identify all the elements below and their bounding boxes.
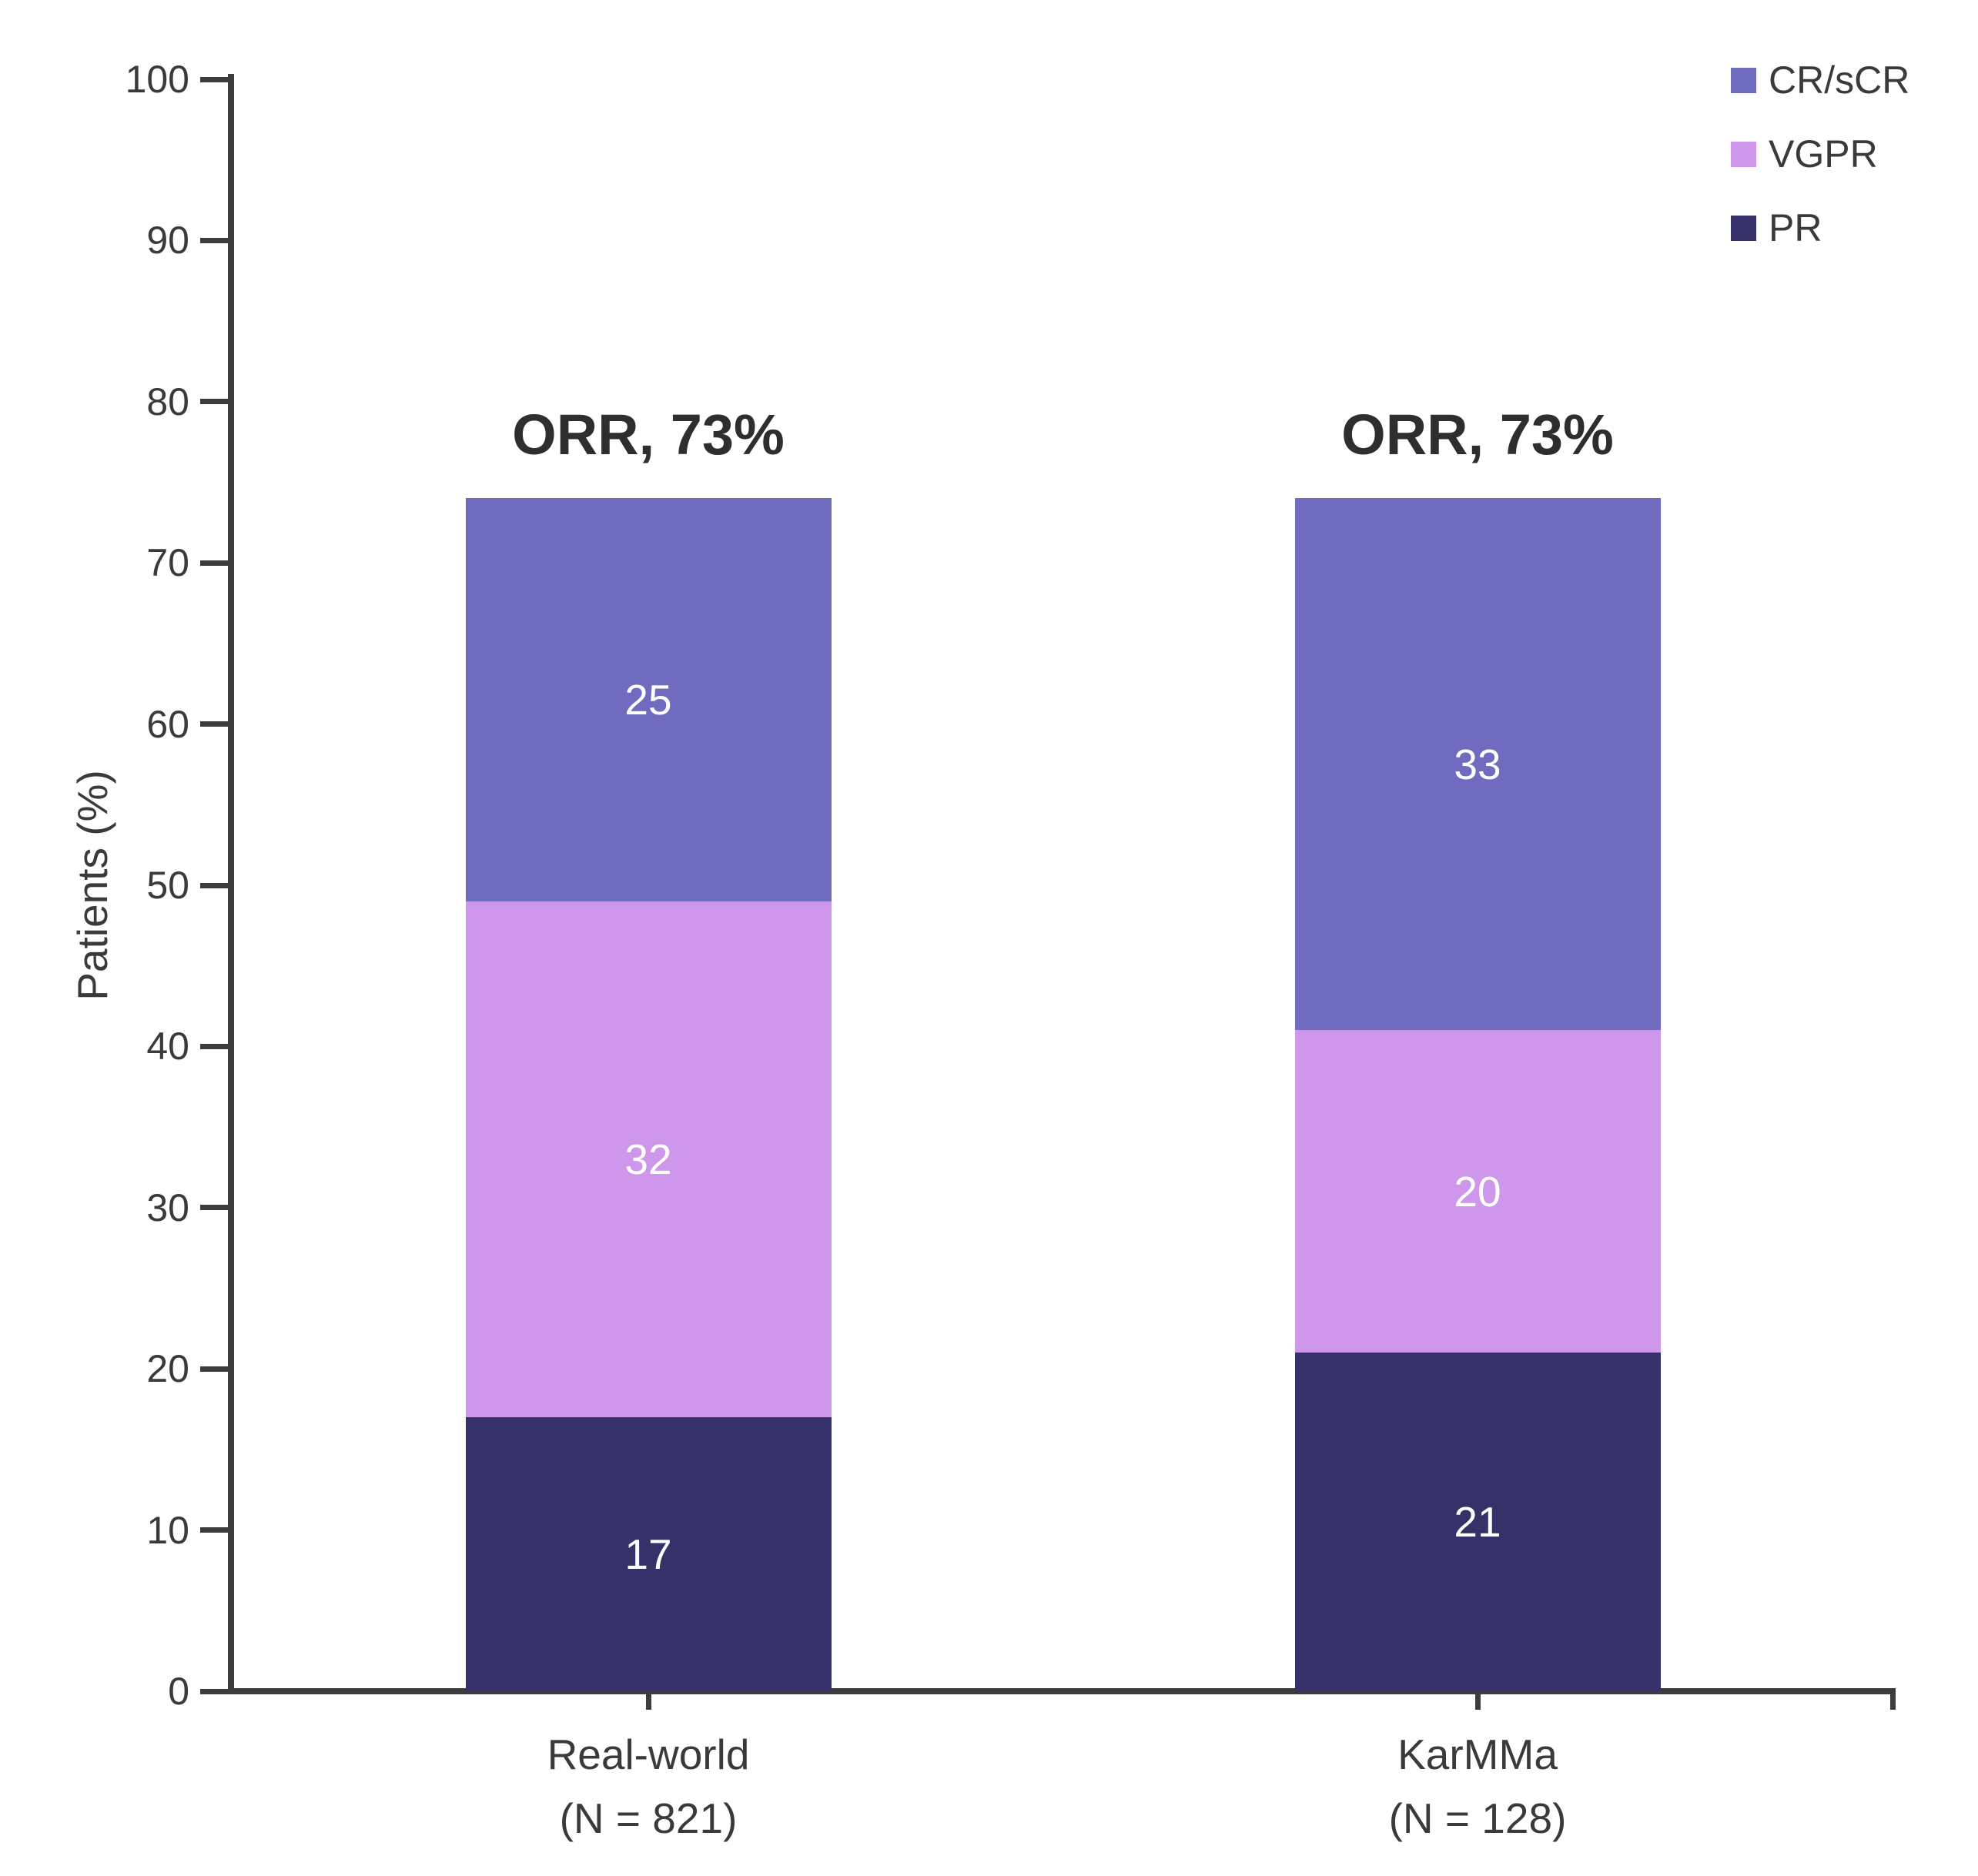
legend-swatch-icon: [1731, 141, 1756, 167]
x-axis-line: [228, 1688, 1896, 1694]
x-category-name: KarMMa: [1397, 1731, 1558, 1778]
segment-value-label: 17: [624, 1530, 672, 1578]
y-tick-mark: [200, 1205, 228, 1211]
segment-value-label: 32: [624, 1135, 672, 1183]
y-tick-label: 70: [146, 541, 189, 585]
segment-pr: 17: [465, 1417, 832, 1691]
legend-label: CR/sCR: [1769, 59, 1910, 102]
legend-label: VGPR: [1769, 132, 1878, 176]
legend-swatch-icon: [1731, 215, 1756, 241]
y-tick-mark: [200, 1043, 228, 1049]
y-tick-label: 50: [146, 864, 189, 907]
x-category-n: (N = 821): [559, 1794, 738, 1842]
y-tick-label: 40: [146, 1025, 189, 1068]
y-tick-mark: [200, 237, 228, 243]
segment-vgpr: 20: [1294, 1030, 1661, 1353]
y-axis-line: [228, 74, 234, 1694]
x-tick-mark: [645, 1694, 651, 1710]
segment-value-label: 21: [1454, 1498, 1501, 1547]
y-tick-mark: [200, 1527, 228, 1533]
y-tick-mark: [200, 882, 228, 888]
bar-karmma: 21 20 33: [1294, 0, 1661, 1691]
segment-value-label: 33: [1454, 740, 1501, 788]
y-tick-label: 90: [146, 219, 189, 263]
y-tick-mark: [200, 560, 228, 566]
legend-item-cr-scr: CR/sCR: [1731, 59, 1910, 102]
x-category-label: KarMMa (N = 128): [1208, 1723, 1747, 1850]
y-tick-label: 20: [146, 1347, 189, 1391]
legend-item-vgpr: VGPR: [1731, 132, 1909, 176]
y-tick-label: 100: [125, 58, 189, 101]
segment-vgpr: 32: [465, 901, 832, 1418]
y-tick-label: 0: [168, 1670, 189, 1713]
segment-pr: 21: [1294, 1353, 1661, 1691]
segment-value-label: 20: [1454, 1167, 1501, 1216]
y-tick-label: 80: [146, 380, 189, 423]
y-tick-label: 10: [146, 1508, 189, 1552]
orr-annotation: ORR, 73%: [1341, 403, 1614, 467]
segment-cr-scr: 25: [465, 498, 832, 901]
segment-cr-scr: 33: [1294, 498, 1661, 1031]
legend-swatch-icon: [1731, 67, 1756, 93]
y-tick-mark: [200, 399, 228, 405]
y-tick-mark: [200, 1366, 228, 1372]
x-category-label: Real-world (N = 821): [379, 1723, 918, 1850]
legend-item-pr: PR: [1731, 206, 1909, 249]
bar-real-world: 17 32 25: [465, 0, 832, 1691]
segment-value-label: 25: [624, 676, 672, 724]
x-tick-mark: [1474, 1694, 1481, 1710]
legend-label: PR: [1769, 206, 1822, 249]
y-tick-mark: [200, 721, 228, 727]
y-tick-mark: [200, 76, 228, 82]
y-tick-mark: [200, 1688, 228, 1694]
x-category-n: (N = 128): [1388, 1794, 1567, 1842]
x-category-name: Real-world: [547, 1731, 750, 1778]
y-tick-label: 30: [146, 1185, 189, 1229]
y-tick-label: 60: [146, 702, 189, 746]
orr-annotation: ORR, 73%: [512, 403, 785, 467]
legend: CR/sCR VGPR PR: [1731, 59, 1910, 249]
x-axis-end-tick: [1890, 1694, 1896, 1710]
